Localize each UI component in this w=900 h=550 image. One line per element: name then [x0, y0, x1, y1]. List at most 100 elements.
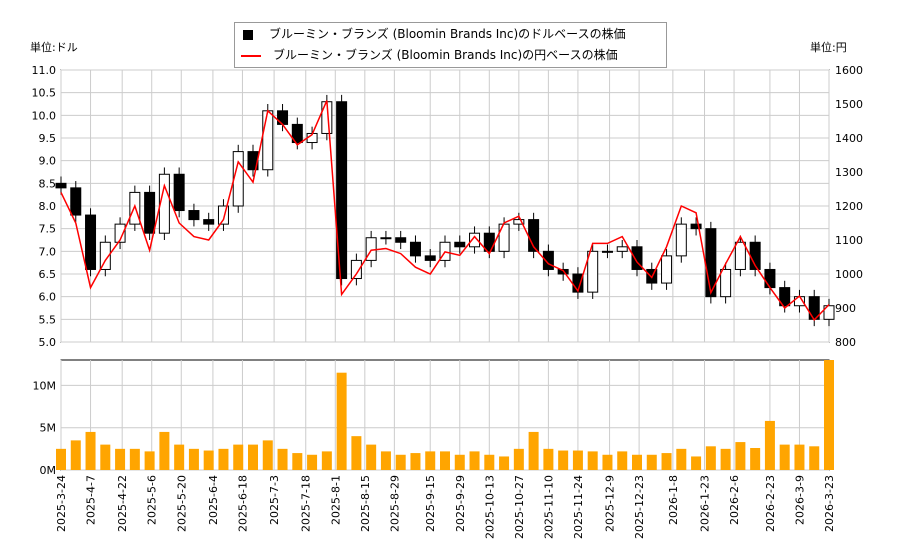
x-tick-label: 2025-5-6: [146, 475, 159, 525]
volume-bar: [188, 448, 199, 470]
x-tick-label: 2025-7-18: [300, 475, 313, 532]
candle-body: [631, 246, 643, 270]
candle-body: [217, 205, 229, 225]
volume-bar: [174, 444, 185, 470]
legend-label: ブルーミン・ブランズ (Bloomin Brands Inc)の円ベースの株価: [273, 48, 618, 62]
candle-body: [409, 241, 421, 257]
volume-bar: [528, 431, 539, 470]
candle-body: [350, 259, 362, 280]
volume-bar: [144, 451, 155, 470]
volume-bar: [572, 450, 583, 470]
volume-bar: [425, 451, 436, 470]
volume-bar: [336, 372, 347, 470]
volume-bar: [129, 448, 140, 470]
volume-bar: [410, 453, 421, 470]
right-tick-label: 1400: [835, 132, 863, 145]
jpy-price-line: [60, 100, 830, 322]
volume-bar: [70, 440, 81, 470]
candle-body: [291, 123, 303, 144]
candle-body: [661, 255, 673, 284]
volume-bar: [454, 454, 465, 470]
left-tick-label: 5.5: [39, 313, 57, 326]
candle-body: [173, 173, 185, 212]
volume-bar: [720, 448, 731, 470]
right-unit-label: 単位:円: [810, 41, 847, 54]
left-tick-label: 10.0: [32, 109, 57, 122]
candle-body: [601, 250, 613, 253]
candle-body: [587, 250, 599, 293]
candle-body: [277, 110, 289, 125]
x-tick-label: 2025-4-7: [85, 475, 98, 525]
left-tick-label: 9.0: [39, 155, 57, 168]
candle-body: [336, 101, 348, 280]
volume-bar: [203, 450, 214, 470]
right-tick-label: 1100: [835, 234, 863, 247]
right-tick-label: 1000: [835, 268, 863, 281]
volume-bar: [705, 446, 716, 470]
left-tick-label: 9.5: [39, 132, 57, 145]
volume-bar: [676, 448, 687, 470]
volume-tick-label: 0M: [40, 464, 57, 477]
volume-bar: [646, 454, 657, 470]
x-tick-label: 2025-9-29: [454, 475, 467, 532]
volume-bar: [469, 451, 480, 470]
right-tick-label: 1500: [835, 98, 863, 111]
volume-bar: [824, 360, 834, 470]
candle-body: [144, 191, 156, 234]
legend: ブルーミン・ブランズ (Bloomin Brands Inc)のドルベースの株価…: [234, 22, 667, 68]
left-tick-label: 5.0: [39, 336, 57, 349]
x-tick-label: 2025-6-4: [207, 475, 220, 525]
x-tick-label: 2025-12-23: [633, 475, 646, 539]
candle-body: [616, 246, 628, 252]
right-tick-label: 1600: [835, 64, 863, 77]
volume-bar: [262, 440, 273, 470]
volume-bar: [558, 450, 569, 470]
candle-body: [232, 151, 244, 207]
candle-body: [675, 223, 687, 257]
right-tick-label: 800: [835, 336, 856, 349]
candle-body: [395, 237, 407, 243]
candle-body: [734, 241, 746, 270]
candle-body: [469, 232, 481, 248]
volume-bar: [543, 448, 554, 470]
volume-bar: [750, 448, 761, 470]
volume-bar: [779, 444, 790, 470]
legend-item-jpy: ブルーミン・ブランズ (Bloomin Brands Inc)の円ベースの株価: [235, 44, 666, 65]
volume-bar: [395, 454, 406, 470]
candle-body: [203, 219, 215, 225]
volume-bar: [632, 454, 642, 470]
left-tick-label: 7.5: [39, 223, 57, 236]
volume-bar: [321, 451, 332, 470]
candle-body: [779, 287, 791, 307]
candle-body: [55, 182, 67, 189]
left-tick-label: 10.5: [32, 87, 57, 100]
left-tick-label: 11.0: [32, 64, 57, 77]
volume-tick-label: 5M: [40, 422, 57, 435]
x-tick-label: 2025-11-10: [542, 475, 555, 539]
volume-bar: [292, 453, 303, 470]
x-tick-label: 2025-5-20: [175, 475, 188, 532]
candle-body: [424, 255, 436, 261]
volume-bar: [661, 453, 672, 470]
volume-bar: [794, 444, 805, 470]
volume-bar: [764, 420, 775, 470]
red-line-icon: [241, 54, 261, 57]
x-tick-label: 2025-8-1: [329, 475, 342, 525]
volume-bar: [587, 451, 598, 470]
x-tick-label: 2026-2-23: [764, 475, 777, 532]
x-tick-label: 2025-6-18: [236, 475, 249, 532]
x-tick-label: 2025-10-13: [483, 475, 496, 539]
volume-bar: [159, 431, 170, 470]
volume-bar: [380, 451, 391, 470]
volume-bar: [56, 448, 66, 470]
candle-body: [70, 187, 82, 216]
candle-body: [380, 237, 392, 240]
candle-body: [114, 223, 126, 243]
volume-bar: [366, 444, 377, 470]
volume-bar: [233, 444, 244, 470]
x-tick-label: 2025-8-29: [388, 475, 401, 532]
candle-body: [823, 305, 835, 320]
volume-bar: [691, 456, 702, 470]
candle-body: [720, 268, 732, 298]
